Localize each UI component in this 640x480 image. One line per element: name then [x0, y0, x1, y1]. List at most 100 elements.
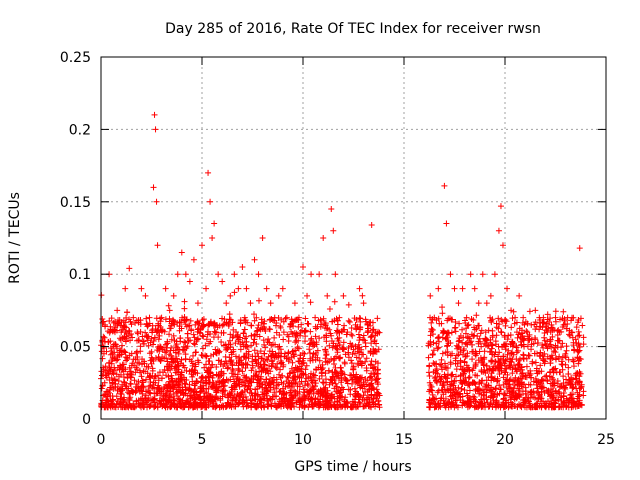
data-point: [298, 360, 305, 367]
data-point: [154, 242, 161, 249]
data-point: [226, 354, 233, 361]
data-point: [118, 319, 125, 326]
data-point: [366, 374, 373, 381]
data-point: [543, 372, 550, 379]
data-point: [375, 397, 382, 404]
data-point: [374, 315, 381, 322]
data-point: [158, 328, 165, 335]
data-point: [323, 325, 330, 332]
data-point: [235, 285, 242, 292]
data-point: [306, 388, 313, 395]
data-point: [350, 365, 357, 372]
data-point: [322, 397, 329, 404]
data-point: [264, 367, 271, 374]
data-point: [244, 399, 251, 406]
data-point: [560, 308, 567, 315]
data-point: [508, 324, 515, 331]
data-point: [302, 333, 309, 340]
data-point: [209, 403, 216, 410]
data-point: [216, 404, 223, 411]
data-point: [440, 382, 447, 389]
data-point: [338, 384, 345, 391]
data-point: [473, 403, 480, 410]
data-point: [339, 403, 346, 410]
data-point: [548, 352, 555, 359]
data-point: [134, 348, 140, 355]
data-point: [501, 334, 508, 341]
data-point: [321, 388, 328, 395]
data-point: [178, 376, 185, 383]
data-point: [520, 314, 527, 321]
data-point: [318, 390, 325, 397]
data-point: [255, 322, 262, 329]
data-point: [350, 346, 357, 353]
data-point: [448, 372, 455, 379]
data-point: [153, 329, 160, 336]
data-point: [185, 338, 192, 345]
data-point: [455, 344, 462, 351]
data-point: [526, 308, 533, 315]
data-point: [150, 184, 157, 191]
data-point: [124, 389, 131, 396]
data-point: [162, 316, 169, 323]
data-point: [252, 396, 259, 403]
data-point: [523, 328, 530, 335]
data-point: [334, 317, 341, 324]
data-point: [461, 387, 468, 394]
data-point: [464, 382, 471, 389]
data-point: [205, 402, 212, 409]
data-point: [280, 402, 287, 409]
data-point: [205, 373, 212, 380]
data-point: [356, 334, 363, 341]
data-point: [143, 376, 150, 383]
data-point: [190, 331, 197, 338]
data-point: [528, 388, 535, 395]
data-point: [504, 285, 511, 292]
data-point: [157, 392, 164, 399]
data-point: [441, 371, 448, 378]
data-point: [486, 366, 493, 373]
data-point: [242, 364, 249, 371]
data-point: [492, 358, 499, 365]
data-point: [164, 382, 171, 389]
data-point: [181, 316, 188, 323]
data-point: [543, 320, 550, 327]
data-point: [547, 336, 554, 343]
data-point: [578, 402, 585, 409]
x-tick-label: 5: [198, 432, 207, 448]
data-point: [527, 389, 534, 396]
data-point: [482, 383, 489, 390]
data-point: [300, 386, 307, 393]
x-tick-label: 0: [97, 432, 106, 448]
data-point: [261, 324, 268, 331]
data-point: [143, 363, 150, 370]
data-point: [546, 343, 553, 350]
data-point: [496, 349, 503, 356]
data-point: [558, 361, 565, 368]
data-point: [323, 334, 330, 341]
data-point: [175, 363, 182, 370]
data-point: [482, 341, 489, 348]
data-point: [290, 351, 297, 358]
data-point: [255, 297, 262, 304]
data-point: [368, 221, 375, 228]
data-point: [519, 370, 526, 377]
data-point: [550, 348, 557, 355]
data-point: [574, 355, 581, 362]
data-point: [459, 339, 466, 346]
data-point: [465, 394, 472, 401]
data-point: [237, 346, 244, 353]
data-point: [268, 352, 275, 359]
data-point: [579, 322, 586, 329]
data-point: [148, 354, 155, 361]
data-point: [559, 340, 566, 347]
data-point: [270, 374, 277, 381]
data-point: [161, 393, 168, 400]
data-point: [205, 322, 212, 329]
data-point: [162, 341, 169, 348]
data-point: [308, 401, 315, 408]
data-point: [429, 400, 436, 407]
data-point: [248, 342, 255, 349]
data-point: [142, 292, 149, 299]
data-point: [155, 343, 162, 350]
